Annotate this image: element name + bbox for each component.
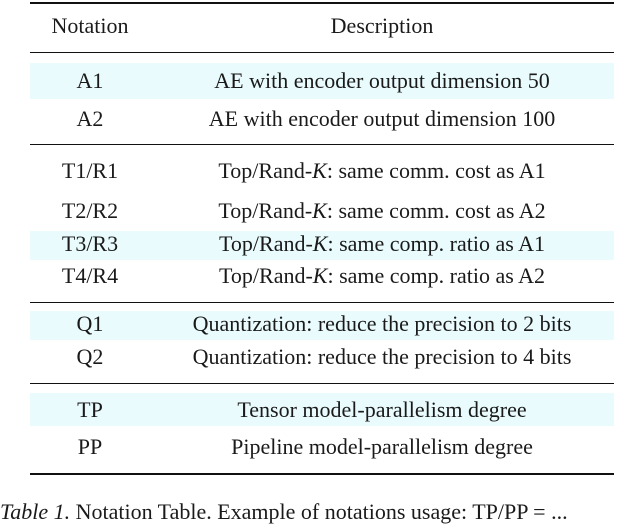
group-rule [30, 302, 614, 303]
row-description: AE with encoder output dimension 50 [214, 68, 550, 93]
row-description: Quantization: reduce the precision to 4 … [192, 344, 572, 369]
row-notation: T2/R2 [61, 198, 119, 223]
row-description: Top/Rand-K: same comp. ratio as A2 [219, 263, 545, 288]
row-description: Top/Rand-K: same comm. cost as A2 [218, 198, 546, 223]
row-notation: Q1 [76, 311, 104, 336]
row-notation: A1 [76, 68, 104, 93]
row-notation: TP [77, 397, 103, 422]
row-notation: T4/R4 [61, 263, 119, 288]
table-caption: Table 1. Notation Table. Example of nota… [0, 499, 568, 525]
row-description: Quantization: reduce the precision to 2 … [192, 311, 572, 336]
header-description: Description [330, 13, 434, 38]
header-notation: Notation [51, 13, 129, 38]
row-notation: PP [77, 434, 103, 459]
row-highlight [30, 63, 614, 99]
header-rule [30, 52, 614, 53]
row-highlight [30, 311, 614, 340]
bottom-rule [30, 473, 614, 475]
row-description: Top/Rand-K: same comm. cost as A1 [218, 158, 546, 183]
row-notation: T3/R3 [61, 231, 119, 256]
row-notation: T1/R1 [61, 158, 119, 183]
row-notation: A2 [76, 106, 104, 131]
row-description: AE with encoder output dimension 100 [208, 106, 556, 131]
row-description: Tensor model-parallelism degree [237, 397, 527, 422]
top-rule [30, 2, 614, 4]
row-highlight [30, 393, 614, 426]
group-rule [30, 144, 614, 145]
row-description: Top/Rand-K: same comp. ratio as A1 [219, 231, 545, 256]
row-highlight [30, 231, 614, 260]
group-rule [30, 383, 614, 384]
row-description: Pipeline model-parallelism degree [231, 434, 533, 459]
row-notation: Q2 [76, 344, 104, 369]
